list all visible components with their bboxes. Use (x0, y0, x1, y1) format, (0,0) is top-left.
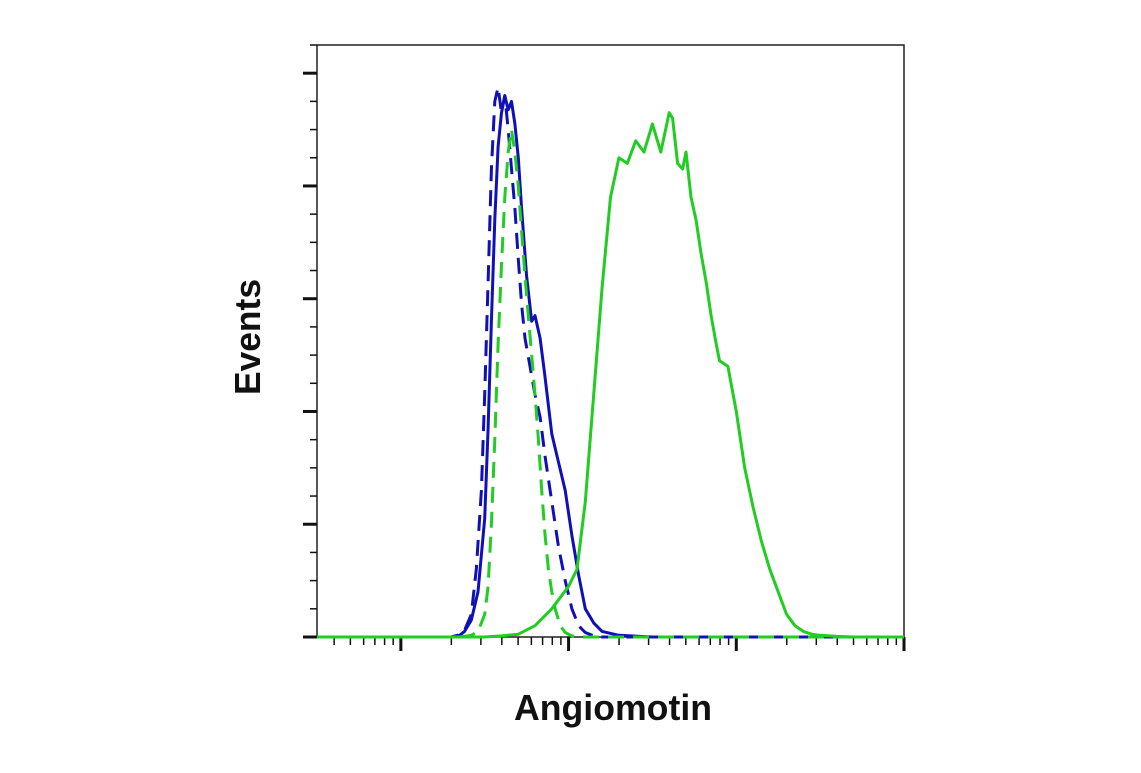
x-axis-ticks (333, 637, 906, 651)
series-layer (317, 85, 904, 639)
plot-frame (316, 44, 905, 638)
series-4-line (317, 111, 904, 639)
x-axis-label: Angiomotin (514, 687, 712, 728)
series-3-line (434, 128, 904, 639)
y-axis-ticks (303, 44, 317, 639)
y-axis-label: Events (227, 279, 268, 395)
series-2-line (417, 85, 904, 639)
